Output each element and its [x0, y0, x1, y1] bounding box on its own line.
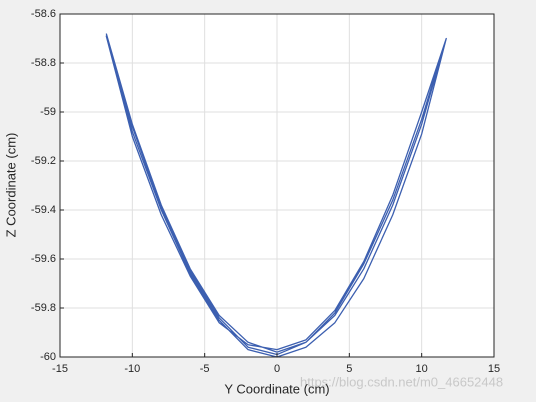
- x-tick-label: -15: [52, 363, 68, 375]
- y-tick-label: -59.2: [31, 155, 56, 167]
- x-tick-label: -5: [200, 363, 210, 375]
- x-tick-label: 10: [416, 363, 428, 375]
- y-axis-label: Z Coordinate (cm): [3, 133, 18, 238]
- y-tick-label: -58.8: [31, 57, 56, 69]
- y-tick-label: -59.6: [31, 253, 56, 265]
- y-tick-label: -59.4: [31, 204, 56, 216]
- data-line: [105, 33, 447, 358]
- y-tick-label: -59.8: [31, 302, 56, 314]
- x-tick-label: -10: [124, 363, 140, 375]
- x-tick-label: 0: [274, 363, 280, 375]
- x-axis-label: Y Coordinate (cm): [224, 381, 329, 396]
- y-tick-label: -60: [40, 351, 56, 363]
- x-tick-label: 15: [488, 363, 500, 375]
- y-tick-label: -59: [40, 106, 56, 118]
- watermark: https://blog.csdn.net/m0_46652448: [300, 374, 503, 389]
- x-tick-label: 5: [346, 363, 352, 375]
- y-tick-label: -58.6: [31, 8, 56, 20]
